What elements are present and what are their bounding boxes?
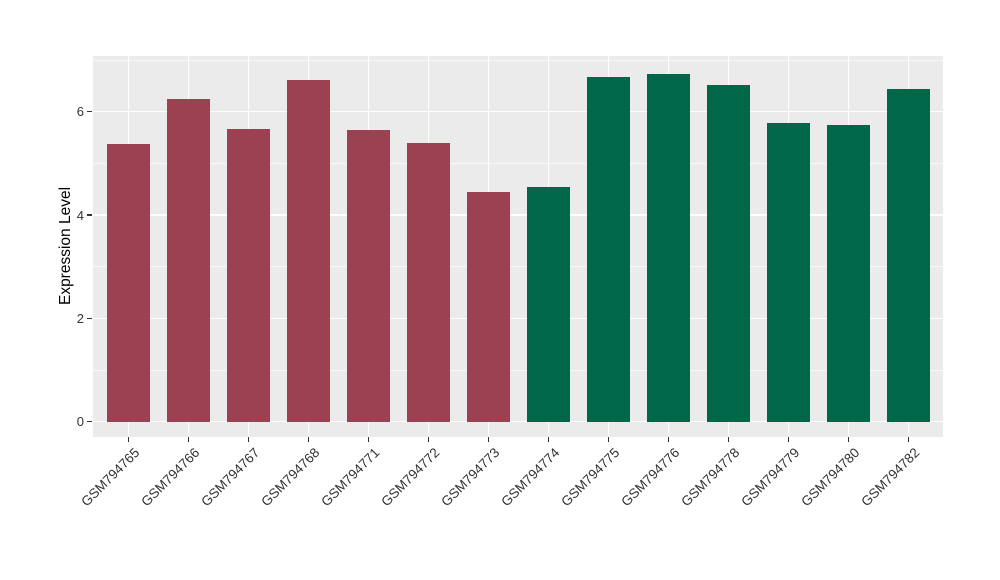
bar-GSM794782: [887, 89, 930, 422]
x-tick-mark: [247, 437, 250, 442]
x-tick-mark: [907, 437, 910, 442]
bar-GSM794765: [107, 143, 150, 422]
minor-gridline: [93, 59, 943, 61]
x-tick-mark: [847, 437, 850, 442]
major-gridline: [93, 214, 943, 216]
x-tick-mark: [547, 437, 550, 442]
x-tick-label-GSM794776: GSM794776: [617, 445, 683, 510]
bar-GSM794773: [467, 191, 510, 422]
x-tick-label-GSM794774: GSM794774: [497, 445, 563, 510]
bar-GSM794775: [587, 77, 630, 422]
bar-GSM794774: [527, 187, 570, 422]
x-tick-mark: [787, 437, 790, 442]
minor-gridline: [93, 162, 943, 164]
x-tick-label-GSM794778: GSM794778: [677, 445, 743, 510]
bar-GSM794771: [347, 129, 390, 422]
x-tick-mark: [427, 437, 430, 442]
bar-GSM794778: [707, 85, 750, 422]
x-tick-label-GSM794782: GSM794782: [857, 445, 923, 510]
major-gridline: [93, 420, 943, 423]
x-tick-label-GSM794779: GSM794779: [737, 445, 803, 510]
y-tick-label: 6: [76, 104, 84, 120]
bar-GSM794767: [227, 129, 270, 422]
x-tick-mark: [367, 437, 370, 442]
x-tick-label-GSM794772: GSM794772: [377, 445, 443, 510]
x-tick-mark: [727, 437, 730, 442]
x-tick-label-GSM794771: GSM794771: [317, 445, 383, 510]
x-tick-label-GSM794766: GSM794766: [137, 445, 203, 510]
bar-GSM794780: [827, 124, 870, 422]
y-tick-label: 2: [76, 310, 84, 326]
minor-gridline: [93, 266, 943, 268]
x-tick-label-GSM794780: GSM794780: [797, 445, 863, 510]
x-tick-mark: [487, 437, 490, 442]
y-tick-mark: [87, 110, 92, 113]
minor-gridline: [93, 369, 943, 371]
x-tick-mark: [667, 437, 670, 442]
x-tick-label-GSM794767: GSM794767: [197, 445, 263, 510]
bar-GSM794772: [407, 142, 450, 422]
y-tick-label: 4: [76, 207, 84, 223]
major-gridline: [93, 110, 943, 113]
x-tick-mark: [607, 437, 610, 442]
bar-GSM794779: [767, 123, 810, 422]
plot-panel: [93, 56, 943, 437]
y-tick-mark: [87, 214, 92, 216]
bar-GSM794776: [647, 73, 690, 422]
y-axis-title: Expression Level: [57, 186, 74, 306]
y-tick-mark: [87, 420, 92, 423]
x-tick-label-GSM794773: GSM794773: [437, 445, 503, 510]
major-gridline: [93, 317, 943, 320]
y-tick-label: 0: [76, 414, 84, 430]
bar-GSM794766: [167, 99, 210, 422]
bar-GSM794768: [287, 79, 330, 422]
x-tick-mark: [127, 437, 130, 442]
x-tick-label-GSM794775: GSM794775: [557, 445, 623, 510]
x-tick-label-GSM794768: GSM794768: [257, 445, 323, 510]
y-tick-mark: [87, 317, 92, 320]
x-tick-mark: [307, 437, 310, 442]
x-tick-mark: [187, 437, 190, 442]
x-tick-label-GSM794765: GSM794765: [77, 445, 143, 510]
